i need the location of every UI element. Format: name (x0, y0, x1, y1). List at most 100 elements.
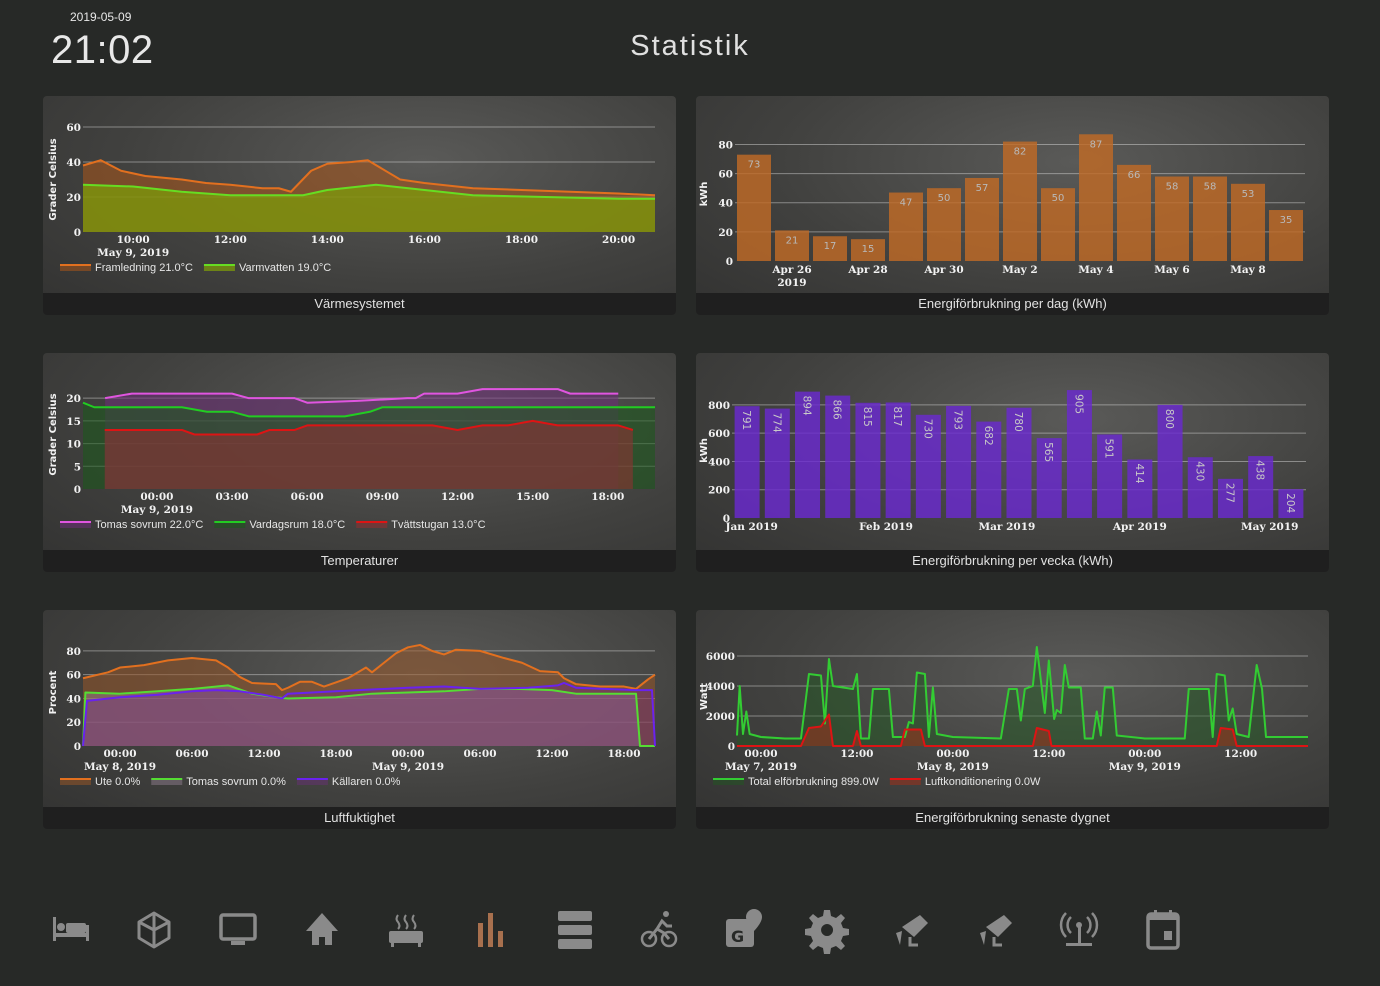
y-tick-label: 60 (718, 169, 733, 181)
map-pin-icon[interactable]: G (720, 905, 766, 955)
series-area-tvättstugan (104, 420, 633, 489)
bar-value-label: 57 (976, 183, 989, 194)
series-line-tomas-sovrum (82, 684, 655, 747)
bar-value-label: 47 (900, 198, 913, 209)
x-tick-label: May 4 (1078, 264, 1114, 276)
legend-swatch (60, 522, 91, 528)
bar (946, 405, 972, 518)
home-icon[interactable] (299, 905, 345, 955)
bar (1231, 183, 1265, 261)
legend-swatch (60, 265, 91, 271)
series-area-tomas-sovrum (83, 685, 655, 746)
y-tick-label: 0 (74, 227, 81, 239)
bar-value-label: 730 (921, 419, 933, 439)
bar-value-label: 58 (1166, 182, 1179, 193)
home-icon-glyph (306, 913, 339, 945)
y-tick-label: 0 (723, 513, 730, 525)
series-line-tomas-sovrum (104, 388, 619, 404)
x-tick-label: 14:00 (311, 234, 344, 246)
calendar-icon[interactable] (1140, 905, 1186, 955)
x-tick-label: 00:00 (1128, 748, 1161, 760)
bicycle-icon[interactable] (636, 905, 682, 955)
x-tick-label: 12:00 (441, 491, 474, 503)
legend-swatch (713, 779, 744, 785)
bar (1217, 478, 1243, 518)
security-camera-icon[interactable] (888, 905, 934, 955)
current-time: 21:02 (51, 28, 154, 72)
x-tick-label: 09:00 (366, 491, 399, 503)
humidity-chart: Procent 0 20 40 60 80 00:00 06:00 12:00 18:00 00:0… (48, 643, 656, 788)
cube-icon[interactable] (131, 905, 177, 955)
x-date-label: May 8, 2019 (84, 761, 156, 773)
x-tick-label: 12:00 (1224, 748, 1257, 760)
y-tick-label: 800 (708, 400, 730, 412)
bar-value-label: 817 (891, 407, 903, 427)
bar-chart-icon[interactable] (468, 905, 514, 955)
x-date-label: May 8, 2019 (917, 761, 989, 773)
x-date-label: May 9, 2019 (372, 761, 444, 773)
bar (1157, 404, 1183, 518)
bar-value-label: 438 (1254, 460, 1266, 480)
monitor-icon[interactable] (215, 905, 261, 955)
x-tick-label: 18:00 (591, 491, 624, 503)
temperature-chart: Grader Celsius 0 5 10 15 20 00:00 03:00 06:00 09:… (48, 388, 655, 531)
radiator-icon[interactable] (383, 905, 429, 955)
panel-energy-per-day: kWh 0 20 40 60 80 73 21 17 15 47 50 57 82 50 87 66 58 58 53… (696, 96, 1329, 315)
y-tick-label: 2000 (706, 711, 735, 723)
y-axis-label: kWh (699, 182, 710, 207)
y-axis-label: kWh (699, 438, 710, 463)
legend-item: Tomas sovrum 0.0% (186, 776, 286, 788)
y-axis-label: Procent (48, 670, 59, 714)
bar-value-label: 21 (786, 235, 799, 246)
server-icon-glyph (557, 911, 592, 949)
legend-item: Luftkonditionering 0.0W (925, 776, 1041, 788)
bar (1006, 407, 1032, 518)
panel-title: Energiförbrukning per dag (kWh) (696, 293, 1329, 315)
bed-icon[interactable] (47, 905, 93, 955)
series-line-tvättstugan (104, 419, 634, 436)
bar (764, 408, 790, 518)
x-tick-label: Jan 2019 (724, 521, 777, 533)
bar (965, 177, 999, 261)
x-date-label: May 9, 2019 (1109, 761, 1181, 773)
y-tick-label: 20 (66, 717, 81, 729)
x-tick-label: May 2019 (1241, 521, 1298, 533)
bar (915, 414, 941, 518)
series-line-framledning (82, 159, 656, 197)
server-icon[interactable] (552, 905, 598, 955)
series-area-källaren (83, 682, 655, 746)
bar (889, 192, 923, 261)
bar-value-label: 53 (1242, 189, 1255, 200)
bar-value-label: 82 (1014, 147, 1027, 158)
power-chart: Watt 0 2000 4000 6000 00:00 12:00 00:00 12:00 00:… (699, 646, 1308, 788)
y-tick-label: 80 (66, 646, 81, 658)
antenna-icon[interactable] (1056, 905, 1102, 955)
legend-swatch (889, 779, 921, 785)
security-camera-icon-glyph (980, 915, 1013, 947)
series-line-ute (82, 643, 656, 692)
x-tick-label: May 6 (1154, 264, 1190, 276)
bar (976, 421, 1002, 518)
gear-icon-glyph (804, 910, 849, 954)
legend-swatch (296, 779, 328, 785)
bar (1269, 210, 1303, 261)
bar-value-label: 791 (740, 410, 752, 430)
security-camera-icon[interactable] (972, 905, 1018, 955)
panel-energy-per-week: kWh 0 200 400 600 800 791 774 894 866 815 817 730 793… (696, 353, 1329, 572)
bar-value-label: 565 (1042, 442, 1054, 462)
legend-item: Tomas sovrum 22.0°C (95, 519, 203, 531)
y-tick-label: 600 (708, 428, 730, 440)
x-tick-label: 00:00 (103, 748, 136, 760)
bar (1187, 457, 1213, 518)
calendar-icon-glyph (1146, 910, 1181, 950)
y-tick-label: 0 (74, 484, 81, 496)
bar-value-label: 682 (982, 426, 994, 446)
y-tick-label: 80 (718, 139, 733, 151)
gear-icon[interactable] (804, 905, 850, 955)
legend-swatch (356, 522, 388, 528)
bar-value-label: 793 (952, 410, 964, 430)
y-tick-label: 10 (66, 439, 81, 451)
y-axis-label: Grader Celsius (48, 138, 59, 220)
legend-item: Varmvatten 19.0°C (239, 262, 331, 274)
x-tick-label: 06:00 (463, 748, 496, 760)
